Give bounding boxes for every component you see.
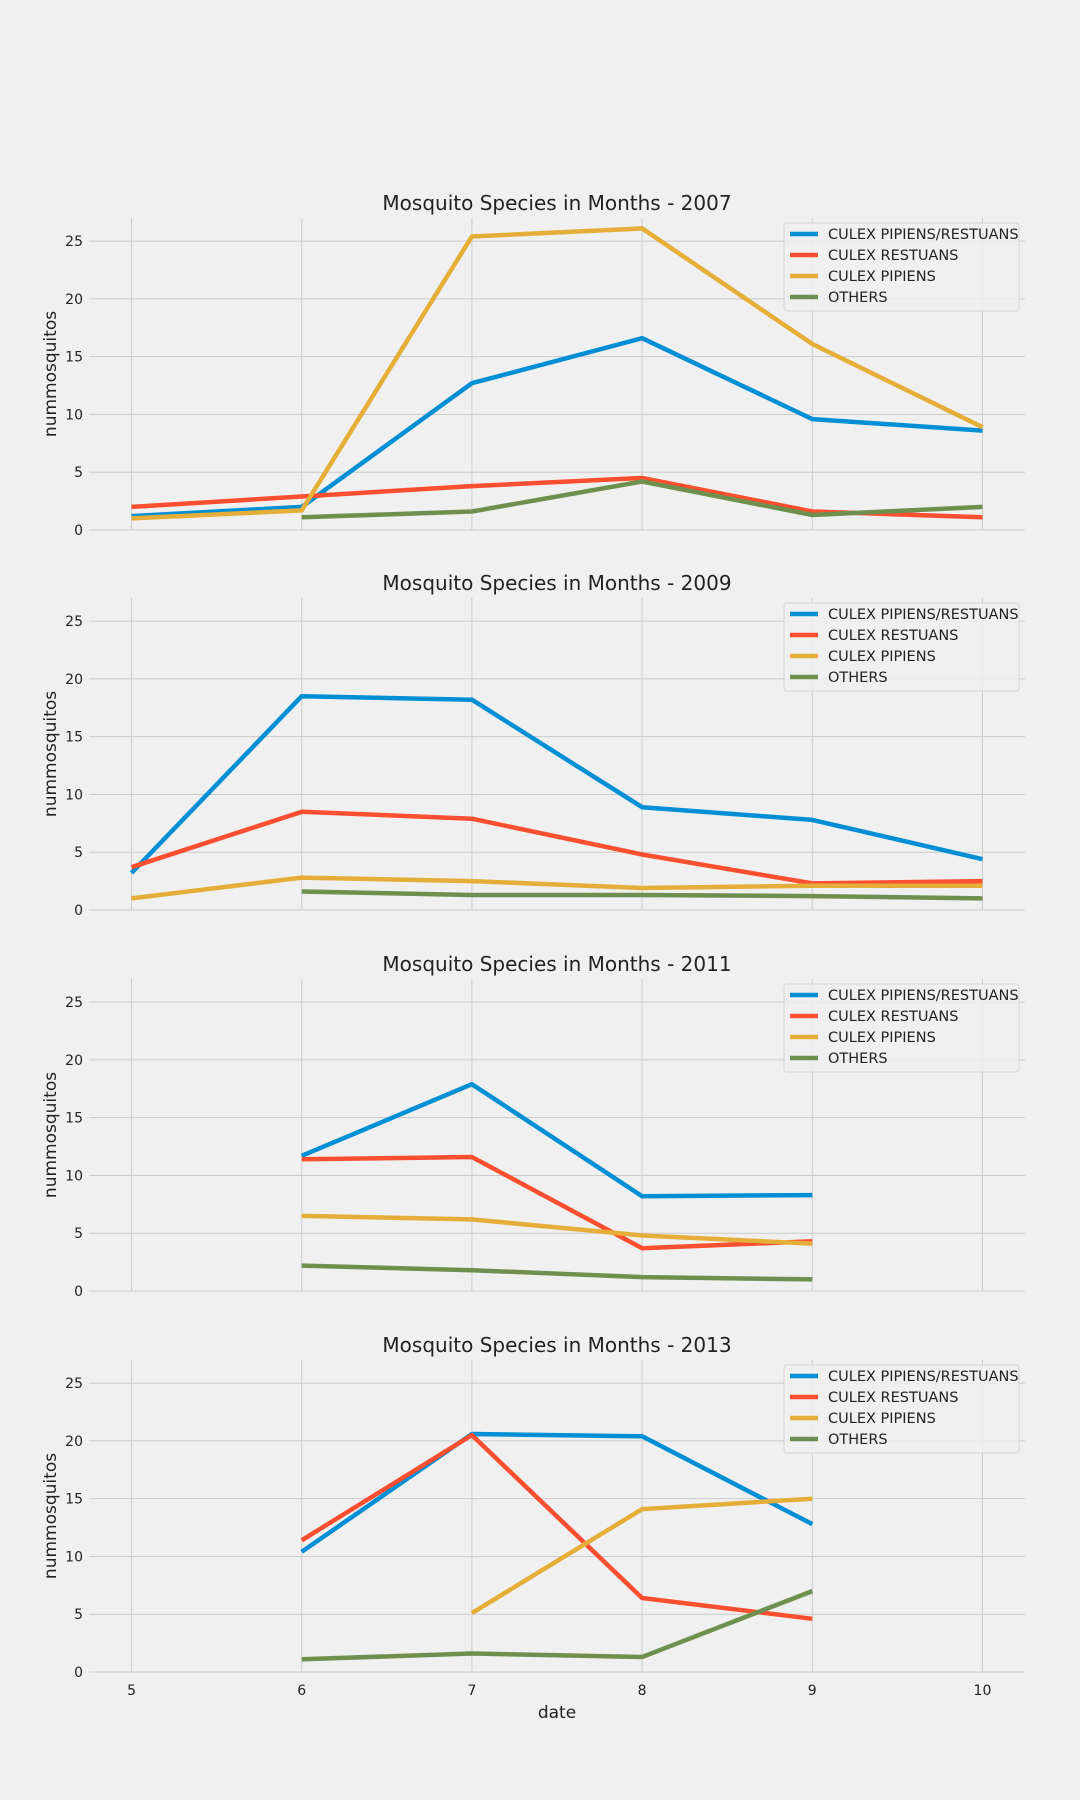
y-tick-label: 20 bbox=[65, 292, 83, 308]
x-tick-label: 8 bbox=[638, 1683, 647, 1699]
series-line-others bbox=[301, 889, 983, 901]
chart-title: Mosquito Species in Months - 2013 bbox=[382, 1333, 731, 1357]
y-tick-label: 0 bbox=[74, 903, 83, 919]
y-tick-label: 5 bbox=[74, 1226, 83, 1242]
legend-label: CULEX RESTUANS bbox=[828, 628, 958, 644]
y-tick-label: 20 bbox=[65, 1434, 83, 1450]
y-axis-label: nummosquitos bbox=[41, 1453, 61, 1579]
grid bbox=[89, 979, 1025, 1292]
y-tick-label: 5 bbox=[74, 1607, 83, 1623]
legend-label: CULEX PIPIENS/RESTUANS bbox=[828, 1369, 1019, 1385]
legend-box bbox=[783, 222, 1020, 312]
series-line-others bbox=[301, 479, 983, 520]
legend-label: CULEX RESTUANS bbox=[828, 1390, 958, 1406]
chart-panel-2: Mosquito Species in Months - 2009 0 5 10 15 2… bbox=[41, 571, 1025, 919]
y-tick-label: 0 bbox=[74, 523, 83, 539]
x-tick-label: 9 bbox=[808, 1683, 817, 1699]
y-tick-label: 20 bbox=[65, 672, 83, 688]
y-tick-label: 25 bbox=[65, 234, 83, 250]
y-tick-label: 25 bbox=[65, 1376, 83, 1392]
legend-label: CULEX PIPIENS/RESTUANS bbox=[828, 988, 1019, 1004]
series-line-culex-pipiens-restuans bbox=[129, 693, 984, 875]
legend-label: CULEX PIPIENS bbox=[828, 269, 936, 285]
y-tick-label: 5 bbox=[74, 845, 83, 861]
legend-label: OTHERS bbox=[828, 1432, 888, 1448]
y-tick-label: 15 bbox=[65, 1111, 83, 1127]
y-tick-label: 10 bbox=[65, 1168, 83, 1184]
series-line-culex-pipiens-restuans bbox=[300, 1081, 813, 1199]
y-axis-label: nummosquitos bbox=[41, 691, 61, 817]
legend-label: CULEX PIPIENS/RESTUANS bbox=[828, 607, 1019, 623]
legend-label: CULEX RESTUANS bbox=[828, 1009, 958, 1025]
y-tick-label: 10 bbox=[65, 407, 83, 423]
x-tick-label: 5 bbox=[127, 1683, 136, 1699]
legend-label: CULEX PIPIENS/RESTUANS bbox=[828, 227, 1019, 243]
series-line-culex-restuans bbox=[130, 809, 983, 886]
x-tick-label: 10 bbox=[974, 1683, 992, 1699]
legend-box bbox=[783, 1364, 1020, 1454]
y-tick-label: 0 bbox=[74, 1284, 83, 1300]
legend-box bbox=[783, 983, 1020, 1073]
legend-box bbox=[783, 602, 1020, 692]
series-line-others bbox=[301, 1263, 813, 1282]
legend: CULEX PIPIENS/RESTUANS CULEX RESTUANS CULE… bbox=[783, 1364, 1020, 1454]
y-tick-label: 15 bbox=[65, 350, 83, 366]
x-tick-label: 7 bbox=[467, 1683, 476, 1699]
chart-title: Mosquito Species in Months - 2009 bbox=[382, 571, 731, 595]
y-axis-label: nummosquitos bbox=[41, 311, 61, 437]
chart-panel-1: Mosquito Species in Months - 2007 0 5 10 15 2… bbox=[41, 191, 1025, 539]
y-tick-label: 15 bbox=[65, 1492, 83, 1508]
series-line-culex-pipiens bbox=[131, 875, 983, 901]
chart-title: Mosquito Species in Months - 2007 bbox=[382, 191, 731, 215]
y-tick-label: 5 bbox=[74, 465, 83, 481]
legend-label: OTHERS bbox=[828, 670, 888, 686]
series-line-culex-pipiens bbox=[301, 1213, 813, 1246]
legend-label: CULEX PIPIENS bbox=[828, 1030, 936, 1046]
y-axis-label: nummosquitos bbox=[41, 1072, 61, 1198]
y-tick-label: 25 bbox=[65, 995, 83, 1011]
y-tick-label: 0 bbox=[74, 1665, 83, 1681]
legend-label: OTHERS bbox=[828, 290, 888, 306]
y-tick-label: 10 bbox=[65, 787, 83, 803]
series-line-culex-restuans bbox=[301, 1154, 813, 1251]
y-tick-label: 25 bbox=[65, 614, 83, 630]
y-tick-label: 20 bbox=[65, 1053, 83, 1069]
legend: CULEX PIPIENS/RESTUANS CULEX RESTUANS CULE… bbox=[783, 602, 1020, 692]
legend: CULEX PIPIENS/RESTUANS CULEX RESTUANS CULE… bbox=[783, 983, 1020, 1073]
legend-label: OTHERS bbox=[828, 1051, 888, 1067]
series-line-culex-pipiens-restuans bbox=[131, 335, 983, 519]
legend-label: CULEX RESTUANS bbox=[828, 248, 958, 264]
series-line-culex-pipiens bbox=[131, 226, 984, 521]
chart-panel-3: Mosquito Species in Months - 2011 0 5 10 15 2… bbox=[41, 952, 1025, 1300]
x-axis-label: date bbox=[538, 1703, 576, 1723]
y-tick-label: 10 bbox=[65, 1549, 83, 1565]
chart-panel-4: Mosquito Species in Months - 2013 0 5 10 15 2… bbox=[41, 1333, 1025, 1723]
series-line-others bbox=[301, 1589, 814, 1662]
legend-label: CULEX PIPIENS bbox=[828, 649, 936, 665]
series-line-culex-pipiens bbox=[470, 1496, 813, 1616]
y-tick-label: 15 bbox=[65, 730, 83, 746]
x-tick-label: 6 bbox=[297, 1683, 306, 1699]
chart-title: Mosquito Species in Months - 2011 bbox=[382, 952, 731, 976]
series-line-culex-restuans bbox=[300, 1432, 813, 1622]
legend-label: CULEX PIPIENS bbox=[828, 1411, 936, 1427]
legend: CULEX PIPIENS/RESTUANS CULEX RESTUANS CULE… bbox=[783, 222, 1020, 312]
series-line-culex-pipiens-restuans bbox=[300, 1431, 814, 1554]
